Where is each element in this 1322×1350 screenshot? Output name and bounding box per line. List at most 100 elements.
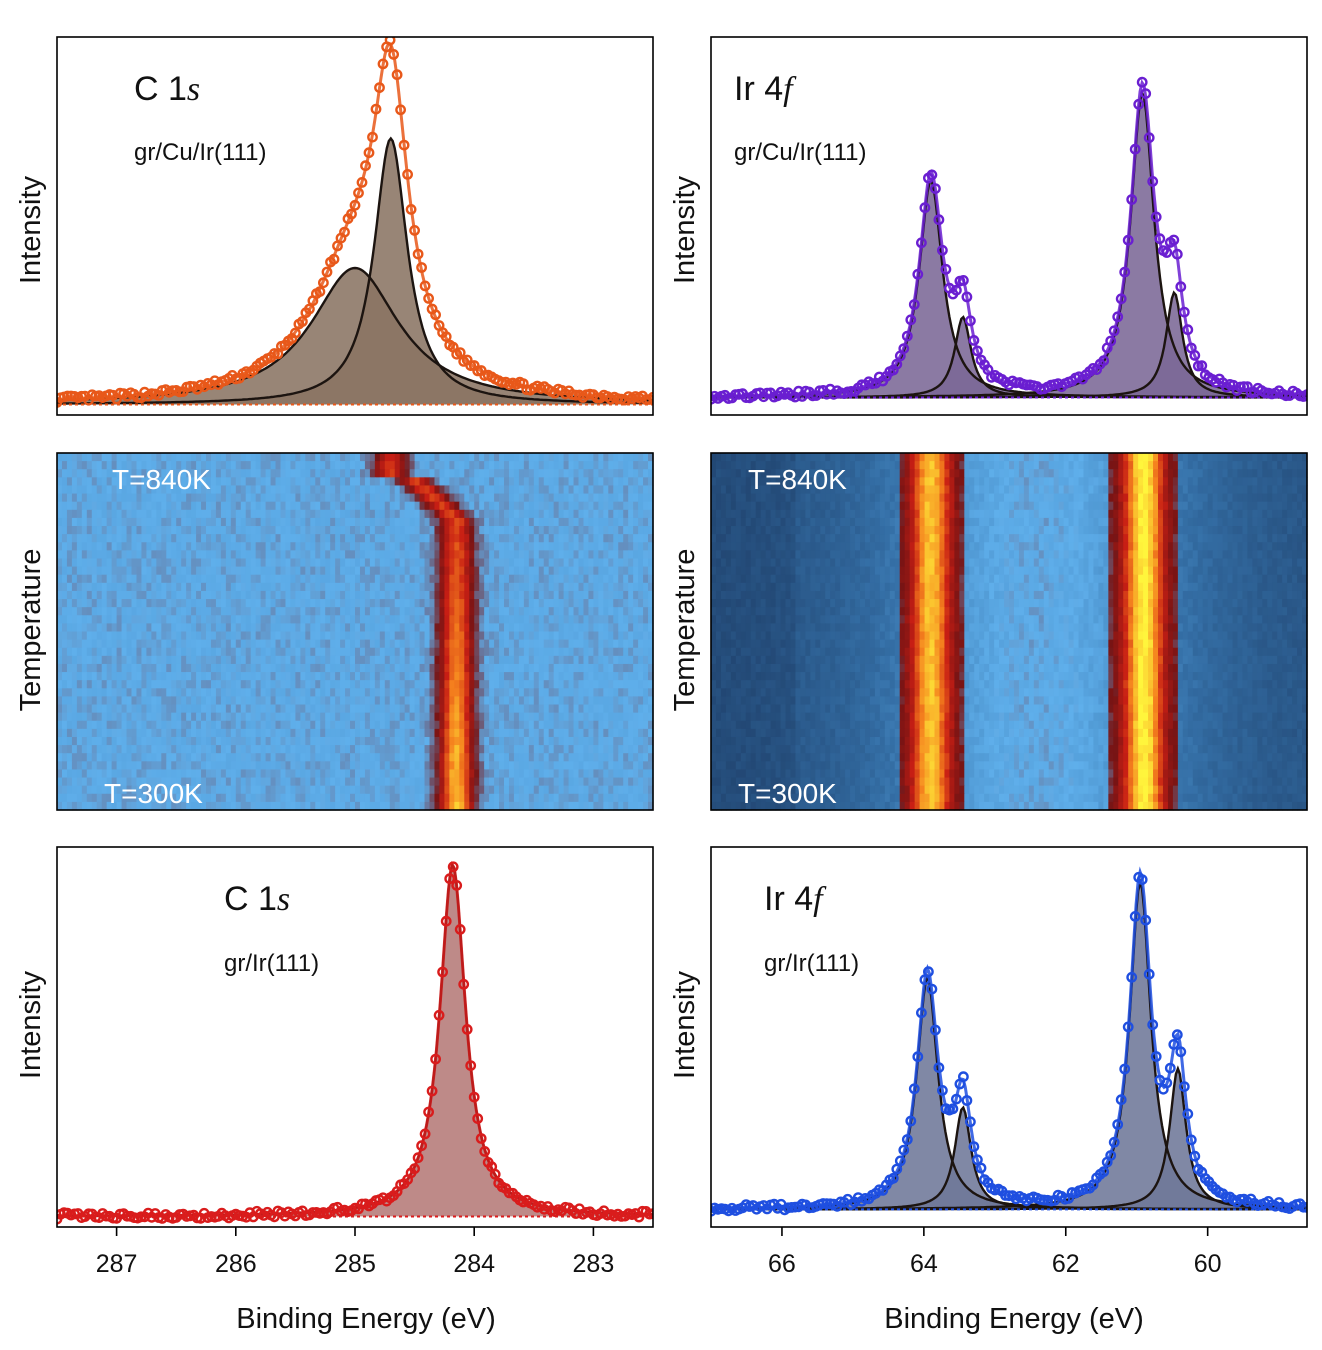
heatmap-cell bbox=[469, 469, 475, 478]
heatmap-cell bbox=[613, 736, 619, 746]
heatmap-cell bbox=[409, 599, 416, 608]
heatmap-cell bbox=[270, 696, 277, 706]
heatmap-cell bbox=[369, 655, 376, 665]
heatmap-cell bbox=[359, 647, 366, 657]
heatmap-cell bbox=[623, 680, 629, 689]
heatmap-cell bbox=[136, 526, 143, 535]
heatmap-cell bbox=[235, 704, 242, 714]
heatmap-cell bbox=[310, 696, 316, 706]
heatmap-cell bbox=[633, 672, 639, 681]
heatmap-cell bbox=[156, 712, 162, 722]
heatmap-cell bbox=[364, 672, 371, 681]
heatmap-cell bbox=[563, 550, 570, 560]
heatmap-cell bbox=[300, 582, 306, 592]
heatmap-cell bbox=[389, 623, 396, 633]
heatmap-cell bbox=[116, 517, 123, 527]
heatmap-cell bbox=[81, 631, 88, 641]
heatmap-cell bbox=[538, 566, 545, 576]
heatmap-cell bbox=[553, 599, 560, 608]
heatmap-cell bbox=[131, 639, 138, 649]
heatmap-cell bbox=[166, 469, 172, 478]
heatmap-cell bbox=[96, 453, 103, 462]
heatmap-cell bbox=[399, 469, 406, 478]
heatmap-cell bbox=[111, 623, 118, 633]
heatmap-cell bbox=[409, 558, 416, 568]
heatmap-cell bbox=[523, 550, 530, 560]
heatmap-cell bbox=[220, 453, 227, 462]
heatmap-cell bbox=[206, 558, 212, 568]
heatmap-cell bbox=[414, 566, 421, 576]
heatmap-cell bbox=[171, 550, 177, 560]
heatmap-cell bbox=[201, 728, 207, 738]
heatmap-cell bbox=[91, 712, 98, 722]
heatmap-cell bbox=[176, 672, 182, 681]
heatmap-cell bbox=[230, 736, 237, 746]
heatmap-cell bbox=[513, 534, 520, 543]
heatmap-cell bbox=[369, 461, 376, 470]
heatmap-cell bbox=[101, 647, 108, 657]
heatmap-cell bbox=[374, 599, 381, 608]
heatmap-cell bbox=[290, 655, 296, 665]
heatmap-cell bbox=[300, 453, 306, 462]
heatmap-cell bbox=[628, 477, 634, 487]
heatmap-cell bbox=[513, 566, 520, 576]
heatmap-cell bbox=[275, 639, 282, 649]
heatmap-cell bbox=[290, 712, 296, 722]
heatmap-cell bbox=[240, 736, 247, 746]
heatmap-cell bbox=[588, 736, 594, 746]
heatmap-cell bbox=[474, 720, 480, 730]
heatmap-cell bbox=[364, 736, 371, 746]
heatmap-cell bbox=[618, 736, 624, 746]
heatmap-cell bbox=[171, 453, 177, 462]
heatmap-cell bbox=[444, 590, 450, 600]
heatmap-cell bbox=[538, 501, 545, 511]
heatmap-cell bbox=[121, 493, 128, 503]
heatmap-cell bbox=[364, 712, 371, 722]
heatmap-cell bbox=[618, 566, 624, 576]
heatmap-cell bbox=[459, 720, 465, 730]
heatmap-cell bbox=[359, 517, 366, 527]
heatmap-cell bbox=[613, 655, 619, 665]
heatmap-cell bbox=[434, 720, 441, 730]
heatmap-cell bbox=[618, 672, 624, 681]
heatmap-cell bbox=[176, 526, 182, 535]
heatmap-cell bbox=[181, 558, 187, 568]
heatmap-cell bbox=[136, 623, 143, 633]
heatmap-cell bbox=[374, 582, 381, 592]
heatmap-cell bbox=[245, 509, 252, 519]
heatmap-cell bbox=[355, 647, 361, 657]
heatmap-cell bbox=[61, 761, 68, 771]
heatmap-cell bbox=[389, 647, 396, 657]
heatmap-cell bbox=[459, 542, 465, 551]
heatmap-cell bbox=[151, 574, 157, 584]
heatmap-cell bbox=[454, 720, 460, 730]
heatmap-cell bbox=[538, 582, 545, 592]
heatmap-cell bbox=[245, 639, 252, 649]
heatmap-cell bbox=[235, 550, 242, 560]
heatmap-cell bbox=[558, 631, 565, 641]
heatmap-cell bbox=[618, 680, 624, 689]
heatmap-cell bbox=[101, 599, 108, 608]
heatmap-cell bbox=[419, 477, 426, 487]
heatmap-cell bbox=[315, 477, 321, 487]
heatmap-cell bbox=[186, 493, 192, 503]
heatmap-cell bbox=[81, 558, 88, 568]
heatmap-cell bbox=[81, 704, 88, 714]
heatmap-cell bbox=[578, 453, 585, 462]
heatmap-cell bbox=[533, 712, 540, 722]
heatmap-cell bbox=[250, 461, 257, 470]
heatmap-cell bbox=[250, 631, 257, 641]
heatmap-cell bbox=[350, 680, 356, 689]
heatmap-cell bbox=[57, 639, 63, 649]
heatmap-cell bbox=[563, 566, 570, 576]
heatmap-cell bbox=[558, 696, 565, 706]
heatmap-cell bbox=[210, 753, 217, 762]
heatmap-cell bbox=[414, 493, 421, 503]
heatmap-cell bbox=[603, 526, 609, 535]
heatmap-cell bbox=[578, 485, 585, 495]
heatmap-cell bbox=[464, 558, 470, 568]
heatmap-cell bbox=[459, 663, 465, 673]
heatmap-cell bbox=[96, 469, 103, 478]
heatmap-cell bbox=[230, 696, 237, 706]
heatmap-cell bbox=[613, 501, 619, 511]
